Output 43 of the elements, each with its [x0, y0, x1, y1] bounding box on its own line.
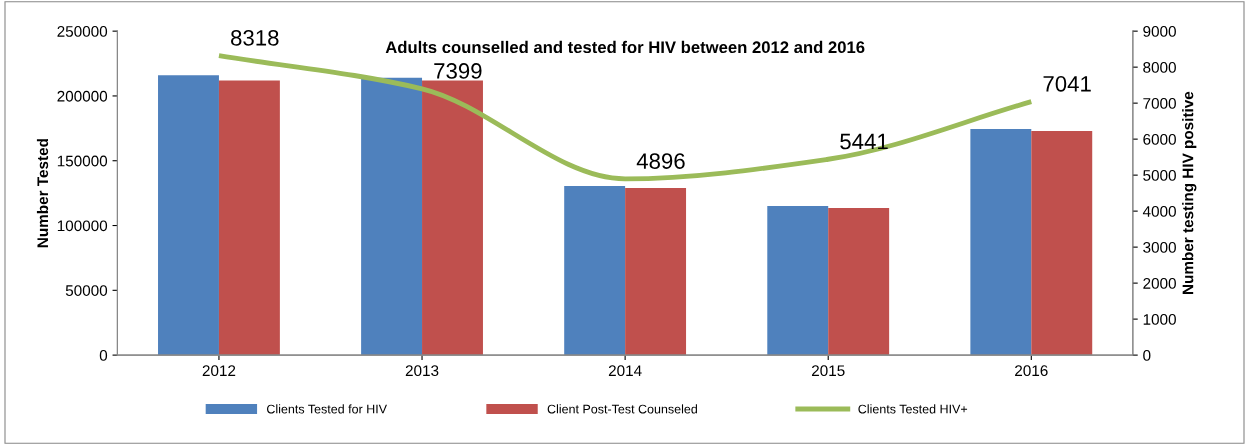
- bar: [422, 80, 483, 356]
- data-label: 7041: [1043, 75, 1091, 92]
- y2-tick-label: 6000: [1143, 134, 1176, 145]
- bar: [970, 128, 1032, 356]
- y2-tick-label: 5000: [1143, 170, 1176, 181]
- y-tick-label: 50000: [65, 285, 108, 296]
- y-tick-label: 0: [99, 349, 108, 361]
- y-tick-label: 250000: [57, 26, 108, 37]
- bar: [767, 206, 829, 356]
- line-series: [216, 53, 1034, 182]
- y2-tick-label: 7000: [1143, 98, 1176, 109]
- y-tick-label: 100000: [57, 220, 108, 232]
- x-tick-label: 2016: [1015, 365, 1048, 377]
- x-tick-label: 2014: [608, 365, 642, 377]
- chart-title: Adults counselled and tested for HIV between 2012 and 2016: [385, 40, 865, 54]
- y2-tick-label: 0: [1143, 349, 1151, 361]
- y2-axis-title: Number testing HIV positive: [1182, 91, 1197, 294]
- y-axis-title: Number Tested: [36, 139, 49, 248]
- bar: [828, 208, 890, 356]
- x-tick-label: 2013: [405, 365, 439, 377]
- x-tick-label: 2012: [202, 365, 236, 377]
- legend-label: Clients Tested for HIV: [267, 404, 387, 414]
- y2-tick-label: 8000: [1143, 62, 1176, 73]
- bar: [361, 77, 423, 356]
- legend-label: Client Post-Test Counseled: [547, 404, 697, 414]
- bar: [1031, 130, 1093, 356]
- y-tick-label: 200000: [57, 90, 108, 102]
- y2-tick-label: 2000: [1143, 277, 1176, 289]
- data-label: 7399: [434, 63, 482, 79]
- y2-tick-label: 4000: [1142, 206, 1176, 217]
- data-label: 4896: [636, 153, 685, 169]
- y2-tick-label: 3000: [1143, 241, 1176, 253]
- y-tick-label: 150000: [57, 155, 108, 167]
- y2-tick-label: 1000: [1143, 313, 1176, 325]
- bar: [564, 186, 626, 356]
- bar: [158, 75, 219, 356]
- bar: [218, 80, 280, 356]
- bar: [625, 187, 687, 356]
- data-label: 5441: [840, 133, 888, 150]
- y2-tick-label: 9000: [1143, 26, 1176, 37]
- x-tick-label: 2015: [811, 365, 845, 377]
- legend-label: Clients Tested HIV+: [858, 404, 968, 414]
- data-label: 8318: [231, 30, 279, 46]
